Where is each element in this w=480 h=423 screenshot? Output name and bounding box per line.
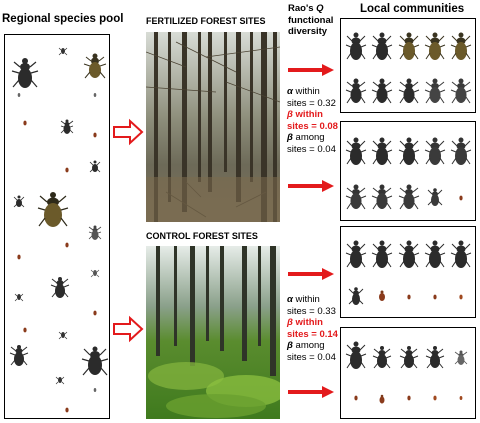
local-communities-heading: Local communities xyxy=(360,3,465,15)
beetle-icon xyxy=(65,407,69,413)
beetle-icon xyxy=(348,287,364,305)
regional-pool-heading: Regional species pool xyxy=(2,13,124,25)
beetle-icon xyxy=(398,32,420,60)
beetle-icon xyxy=(23,120,27,126)
beetle-icon xyxy=(459,396,463,400)
local-community-box xyxy=(340,327,476,419)
raos-q-heading: Rao's Q functional diversity xyxy=(288,3,334,37)
beetle-icon xyxy=(371,137,393,165)
beetle-icon xyxy=(65,167,69,173)
beetle-icon xyxy=(424,137,446,165)
beetle-icon xyxy=(371,240,393,268)
beetle-icon xyxy=(23,327,27,333)
beetle-icon xyxy=(58,331,68,340)
beetle-icon xyxy=(11,58,39,88)
beetle-icon xyxy=(450,78,472,104)
beetle-icon xyxy=(37,192,69,227)
local-community-box xyxy=(340,226,476,318)
beetle-icon xyxy=(425,346,445,369)
beetle-icon xyxy=(93,93,97,97)
beetle-icon xyxy=(89,160,101,173)
red-arrow-icon xyxy=(288,64,334,76)
beetle-icon xyxy=(433,395,437,401)
fertilized-forest-photo xyxy=(146,32,280,222)
control-stats: α within sites = 0.33 β within sites = 0… xyxy=(287,294,338,363)
beetle-icon xyxy=(379,290,385,301)
beetle-icon xyxy=(9,345,29,366)
beetle-icon xyxy=(55,376,65,385)
beetle-icon xyxy=(93,132,97,138)
beetle-icon xyxy=(345,184,367,210)
beetle-icon xyxy=(433,294,437,300)
beetle-icon xyxy=(345,32,367,60)
beetle-icon xyxy=(50,277,70,298)
beetle-icon xyxy=(371,184,393,210)
beetle-icon xyxy=(454,350,468,365)
regional-pool-beetles xyxy=(9,47,109,413)
beetle-icon xyxy=(17,93,21,97)
beetle-icon xyxy=(88,225,102,240)
beetle-icon xyxy=(13,195,25,208)
beetle-icon xyxy=(424,240,446,268)
beetle-icon xyxy=(398,78,420,104)
beetle-icon xyxy=(14,293,24,302)
hollow-arrow-icon xyxy=(113,315,144,343)
local-community-box xyxy=(340,121,476,221)
beetle-icon xyxy=(424,78,446,104)
beetle-icon xyxy=(398,240,420,268)
red-arrow-icon xyxy=(288,180,334,192)
beetle-icon xyxy=(424,32,446,60)
beetle-icon xyxy=(427,188,443,206)
fertilized-stats: α within sites = 0.32 β within sites = 0… xyxy=(287,86,338,155)
control-forest-photo xyxy=(146,246,280,419)
control-sites-heading: CONTROL FOREST SITES xyxy=(146,231,258,241)
beetle-icon xyxy=(450,32,472,60)
beetle-icon xyxy=(90,269,100,278)
beetle-icon xyxy=(93,388,97,392)
beetle-icon xyxy=(345,78,367,104)
beetle-icon xyxy=(58,47,68,56)
beetle-icon xyxy=(345,137,367,165)
community-beetles xyxy=(345,341,468,404)
beetle-icon xyxy=(450,137,472,165)
red-arrow-icon xyxy=(288,268,334,280)
beetle-icon xyxy=(345,240,367,268)
community-beetles xyxy=(345,32,472,104)
hollow-arrow-icon xyxy=(113,118,144,146)
beetle-icon xyxy=(345,341,367,369)
beetle-icon xyxy=(407,294,411,300)
community-beetles xyxy=(345,137,472,210)
beetle-icon xyxy=(398,137,420,165)
beetle-icon xyxy=(399,346,419,369)
regional-pool-box xyxy=(4,34,110,419)
beetle-icon xyxy=(379,394,385,404)
beetle-icon xyxy=(372,346,392,369)
beetle-icon xyxy=(93,310,97,316)
beetle-icon xyxy=(83,53,107,79)
beetle-icon xyxy=(407,395,411,401)
beetle-icon xyxy=(60,119,74,134)
beetle-icons xyxy=(9,47,109,413)
beetle-icon xyxy=(459,294,463,300)
beetle-icon xyxy=(450,240,472,268)
beetle-icon xyxy=(81,346,109,376)
red-arrow-icon xyxy=(288,386,334,398)
beetle-icon xyxy=(65,242,69,248)
beetle-icon xyxy=(398,184,420,210)
community-beetles xyxy=(345,240,472,305)
beetle-icon xyxy=(354,395,358,401)
beetle-icon xyxy=(459,195,463,201)
local-community-box xyxy=(340,18,476,113)
fertilized-sites-heading: FERTILIZED FOREST SITES xyxy=(146,16,266,26)
beetle-icon xyxy=(17,254,21,260)
beetle-icon xyxy=(371,32,393,60)
beetle-icon xyxy=(371,78,393,104)
